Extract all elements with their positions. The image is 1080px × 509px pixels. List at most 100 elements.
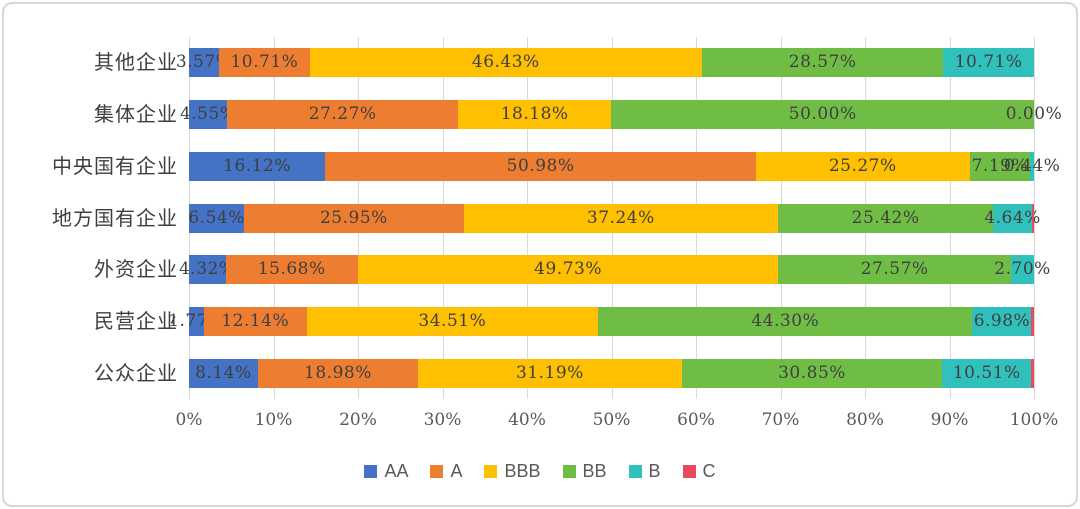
legend: AA A BBB BB B C: [4, 456, 1076, 486]
segment-value-label: 3.57%: [175, 52, 233, 73]
segment-value-label: 4.32%: [178, 259, 236, 280]
bar-segment-c: [1032, 203, 1034, 233]
category-label: 其他企业: [94, 50, 178, 75]
legend-label: AA: [384, 460, 409, 481]
segment-value-label: 44.30%: [751, 310, 820, 331]
segment-value-label: 46.43%: [471, 52, 540, 73]
bar-segment-bb: 44.30%: [598, 306, 973, 336]
segment-value-label: 15.68%: [257, 259, 326, 280]
bar-segment-a: 50.98%: [325, 151, 756, 181]
segment-value-label: 27.27%: [308, 104, 377, 125]
bar-segment-bb: 27.57%: [778, 255, 1012, 285]
legend-swatch-icon: [562, 464, 576, 478]
legend-item-a: A: [430, 461, 462, 482]
x-axis-tick: 80%: [846, 410, 884, 430]
legend-item-bbb: BBB: [484, 460, 541, 482]
bar-segment-bbb: 46.43%: [309, 48, 702, 78]
segment-value-label: 49.73%: [534, 259, 602, 280]
bar-segment-bb: 50.00%: [611, 100, 1034, 130]
legend-swatch-icon: [364, 464, 378, 478]
segment-value-label: 6.54%: [188, 207, 245, 228]
legend-label: BB: [582, 460, 607, 481]
category-label: 中央国有企业: [52, 153, 178, 178]
bar-segment-aa: 8.14%: [189, 358, 258, 388]
segment-value-label: 4.55%: [179, 104, 237, 125]
bar-row: 3.57% 10.71% 46.43% 28.57% 10.71%: [176, 48, 1034, 78]
segment-value-label: 18.98%: [304, 362, 372, 383]
x-axis-tick: 0%: [175, 410, 203, 430]
segment-value-label: 10.71%: [230, 52, 299, 73]
bar-segment-b: 6.98%: [972, 306, 1032, 336]
segment-value-label: 25.27%: [828, 155, 897, 176]
bar-row: 8.14% 18.98% 31.19% 30.85% 10.51%: [189, 358, 1034, 388]
segment-value-label: 25.95%: [319, 207, 388, 228]
segment-value-label: 16.12%: [223, 155, 292, 176]
bar-segment-bbb: 18.18%: [457, 100, 612, 130]
x-axis-tick: 10%: [254, 410, 293, 430]
bar-segment-bb: 7.19%: [969, 151, 1031, 181]
category-label: 公众企业: [94, 360, 178, 385]
bar-segment-bb: 30.85%: [681, 358, 943, 388]
legend-label: C: [702, 460, 716, 481]
bar-segment-b: 0.44%: [1004, 151, 1060, 181]
bar-row: 4.55% 27.27% 18.18% 50.00% 0.00%: [180, 100, 1062, 130]
bar-row: 6.54% 25.95% 37.24% 25.42% 4.64%: [188, 203, 1040, 233]
bar-segment-b: 10.51%: [942, 358, 1032, 388]
legend-label: A: [450, 460, 463, 481]
legend-item-bb: BB: [562, 460, 607, 482]
bar-row: 4.32% 15.68% 49.73% 27.57% 2.70%: [179, 255, 1050, 285]
bar-segment-a: 10.71%: [219, 48, 310, 78]
segment-value-label: 31.19%: [516, 362, 584, 383]
segment-value-label: 18.18%: [500, 104, 569, 125]
legend-item-b: B: [628, 460, 661, 482]
bar-segment-bbb: 49.73%: [357, 255, 779, 285]
bar-row: 1.77% 12.14% 34.51% 44.30% 6.98%: [168, 306, 1034, 336]
bar-segment-a: 27.27%: [227, 100, 458, 130]
x-axis-tick: 70%: [761, 410, 800, 430]
legend-label: B: [648, 460, 661, 481]
category-label: 地方国有企业: [52, 205, 178, 230]
x-axis-tick: 20%: [339, 410, 377, 430]
plot-area: 3.57% 10.71% 46.43% 28.57% 10.71% 其他企业 4.55% 27…: [52, 37, 1062, 430]
segment-value-label: 8.14%: [195, 362, 252, 383]
gridline: [1034, 37, 1035, 399]
segment-value-label: 10.51%: [952, 362, 1021, 383]
x-axis-tick: 30%: [423, 410, 462, 430]
bar-segment-a: 15.68%: [225, 255, 358, 285]
bar-segment-bbb: 25.27%: [755, 151, 970, 181]
bar-segment-bbb: 31.19%: [418, 358, 682, 388]
segment-value-label: 7.19%: [971, 155, 1029, 176]
category-label: 外资企业: [94, 257, 178, 282]
bar-segment-aa: 4.55%: [180, 100, 236, 130]
bar-segment-a: 12.14%: [203, 306, 307, 336]
bar-segment-bbb: 37.24%: [463, 203, 779, 233]
bar-segment-bbb: 34.51%: [306, 306, 599, 336]
legend-item-c: C: [682, 460, 716, 482]
legend-label: BBB: [504, 460, 541, 481]
bar-segment-c: [1031, 358, 1034, 388]
bar-segment-b: 4.64%: [984, 203, 1040, 233]
bar-segment-c: [1031, 306, 1034, 336]
bar-segment-aa: 3.57%: [176, 48, 232, 78]
bar-segment-aa: 4.32%: [179, 255, 235, 285]
bar-segment-a: 25.95%: [244, 203, 464, 233]
segment-value-label: 30.85%: [778, 362, 846, 383]
segment-value-label: 0.44%: [1003, 155, 1061, 176]
bar-segment-bb: 28.57%: [701, 48, 944, 78]
bar-segment-bb: 25.42%: [778, 203, 993, 233]
bar-segment-b: 10.71%: [943, 48, 1034, 78]
segment-value-label: 50.00%: [788, 104, 857, 125]
legend-item-aa: AA: [364, 461, 408, 482]
segment-value-label: 4.64%: [984, 207, 1041, 228]
segment-value-label: 10.71%: [954, 52, 1023, 73]
category-label: 集体企业: [94, 102, 178, 127]
segment-value-label: 37.24%: [586, 207, 655, 228]
segment-value-label: 50.98%: [506, 155, 575, 176]
bar-segment-aa: 6.54%: [188, 203, 245, 233]
segment-value-label: 0.00%: [1005, 104, 1063, 125]
bar-segment-aa: 1.77%: [168, 306, 224, 336]
segment-value-label: 28.57%: [788, 52, 857, 73]
segment-value-label: 12.14%: [221, 310, 290, 331]
legend-swatch-icon: [484, 464, 498, 478]
